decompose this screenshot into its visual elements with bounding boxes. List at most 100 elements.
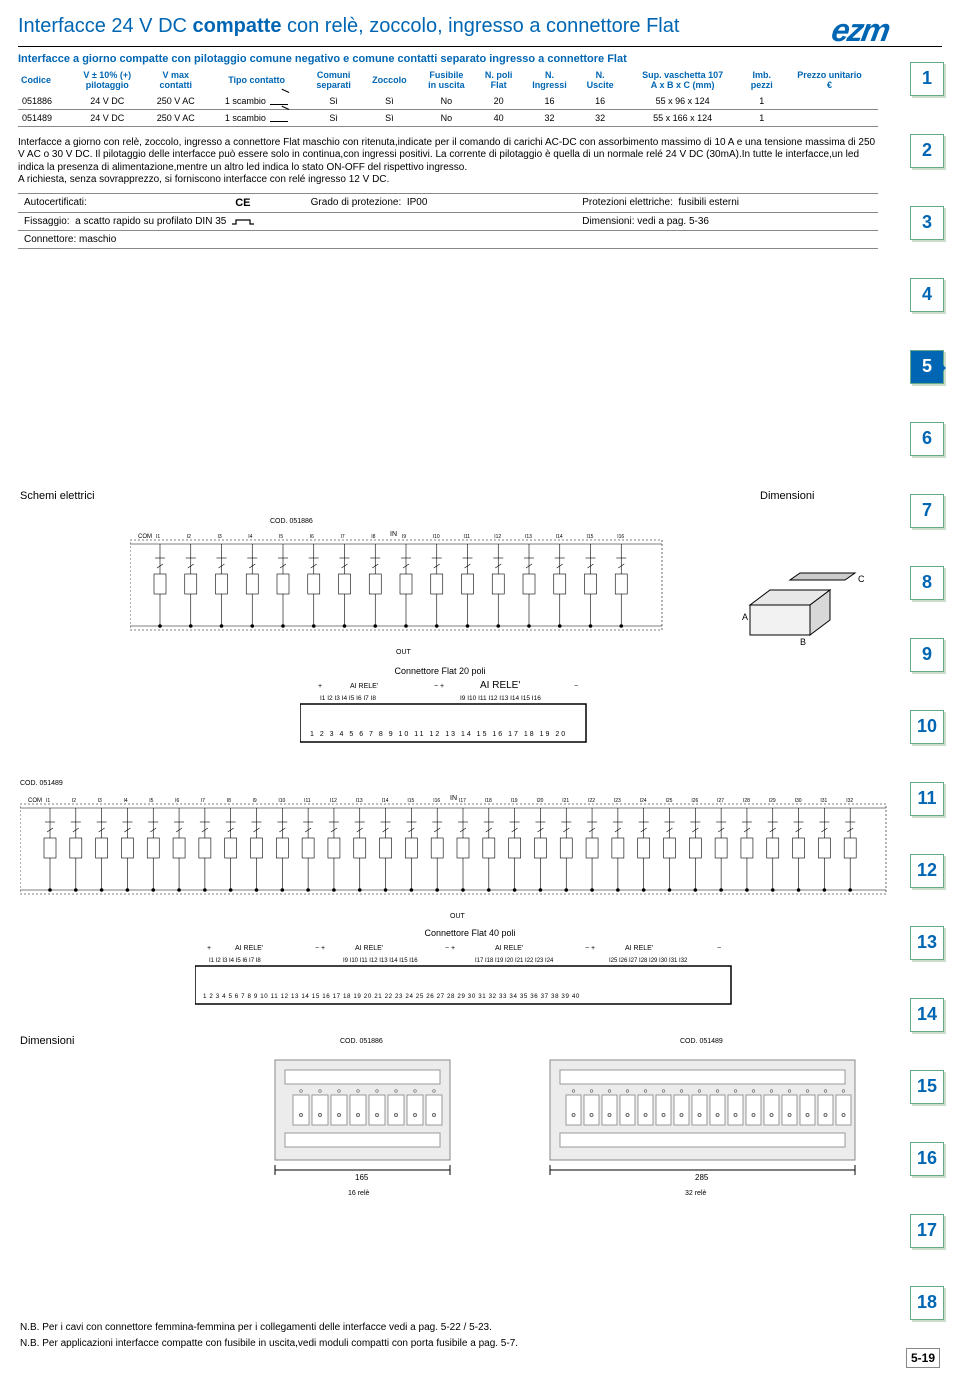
page-title: Interfacce 24 V DC compatte con relè, zo…: [18, 15, 942, 38]
side-tab-15[interactable]: 15: [910, 1070, 944, 1104]
th-vmax: V maxcontatti: [144, 69, 207, 93]
svg-text:AI RELE': AI RELE': [625, 945, 653, 952]
cod489-label: COD. 051489: [20, 780, 63, 787]
side-tab-1[interactable]: 1: [910, 62, 944, 96]
dim-drawing-489: 285: [540, 1055, 870, 1185]
side-tab-11[interactable]: 11: [910, 782, 944, 816]
svg-text:I4: I4: [123, 798, 127, 804]
svg-text:I11: I11: [464, 534, 471, 540]
svg-text:COM: COM: [138, 534, 152, 540]
side-tab-5[interactable]: 5: [910, 350, 944, 384]
side-tab-10[interactable]: 10: [910, 710, 944, 744]
svg-text:I12: I12: [494, 534, 501, 540]
scambio-icon: [270, 97, 288, 105]
svg-text:I1: I1: [156, 534, 160, 540]
svg-text:AI RELE': AI RELE': [235, 945, 263, 952]
side-tab-3[interactable]: 3: [910, 206, 944, 240]
side-tab-2[interactable]: 2: [910, 134, 944, 168]
svg-text:I30: I30: [795, 798, 802, 804]
svg-text:I3: I3: [218, 534, 222, 540]
svg-text:I11: I11: [304, 798, 311, 804]
svg-text:I9 I10 I11 I12 I13 I14 I15 I16: I9 I10 I11 I12 I13 I14 I15 I16: [460, 695, 541, 702]
circuit-051886: I1 I2 I3 I4: [130, 528, 670, 658]
svg-text:I17: I17: [459, 798, 466, 804]
svg-text:I6: I6: [175, 798, 179, 804]
title-bold: compatte: [193, 15, 282, 37]
svg-text:− +: − +: [585, 945, 595, 952]
svg-text:I19: I19: [511, 798, 518, 804]
svg-text:I3: I3: [98, 798, 102, 804]
svg-text:AI RELE': AI RELE': [495, 945, 523, 952]
side-tab-9[interactable]: 9: [910, 638, 944, 672]
side-tab-16[interactable]: 16: [910, 1142, 944, 1176]
svg-text:IN: IN: [390, 531, 397, 538]
conn40-block: +AI RELE'− +AI RELE'− +AI RELE'− +AI REL…: [195, 940, 735, 1010]
footer-note-1: N.B. Per i cavi con connettore femmina-f…: [20, 1322, 492, 1333]
svg-text:I32: I32: [846, 798, 853, 804]
svg-text:I1 I2 I3 I4 I5 I6 I7 I8: I1 I2 I3 I4 I5 I6 I7 I8: [320, 695, 376, 702]
iso-dimensions: A B C: [740, 560, 870, 653]
page-number: 5-19: [906, 1351, 940, 1365]
th-imb: Imb.pezzi: [742, 69, 781, 93]
svg-text:AI RELE': AI RELE': [355, 945, 383, 952]
side-tab-6[interactable]: 6: [910, 422, 944, 456]
svg-text:COM: COM: [28, 798, 42, 804]
svg-text:I28: I28: [743, 798, 750, 804]
svg-text:I8: I8: [227, 798, 231, 804]
th-nuscite: N.Uscite: [577, 69, 622, 93]
svg-text:I21: I21: [562, 798, 569, 804]
svg-text:I13: I13: [356, 798, 363, 804]
svg-text:I25 I26 I27 I28 I29 I30 I31 I3: I25 I26 I27 I28 I29 I30 I31 I32: [609, 958, 688, 964]
dim489-label: COD. 051489: [680, 1038, 723, 1045]
svg-text:I22: I22: [588, 798, 595, 804]
svg-text:− +: − +: [434, 683, 444, 690]
svg-text:I29: I29: [769, 798, 776, 804]
title-suffix: con relè, zoccolo, ingresso a connettore…: [281, 15, 679, 37]
svg-text:I14: I14: [382, 798, 389, 804]
th-prezzo: Prezzo unitario€: [781, 69, 878, 93]
grado: Grado di protezione: IP00: [305, 193, 577, 212]
svg-text:I2: I2: [72, 798, 76, 804]
svg-text:− +: − +: [315, 945, 325, 952]
svg-text:I5: I5: [279, 534, 283, 540]
fissaggio: Fissaggio: a scatto rapido su profilato …: [18, 212, 305, 230]
svg-text:I12: I12: [330, 798, 337, 804]
side-tab-12[interactable]: 12: [910, 854, 944, 888]
side-tab-7[interactable]: 7: [910, 494, 944, 528]
spec-row-1: 051489 24 V DC 250 V AC 1 scambio Sì Sì …: [18, 109, 878, 126]
svg-text:I9 I10 I11 I12 I13 I14 I15 I16: I9 I10 I11 I12 I13 I14 I15 I16: [343, 958, 418, 964]
svg-text:1 2 3 4 5 6 7 8 9 10 11 12 13: 1 2 3 4 5 6 7 8 9 10 11 12 13 14 15 16 1…: [310, 731, 567, 738]
th-vpilot: V ± 10% (+)pilotaggio: [70, 69, 144, 93]
svg-text:I6: I6: [310, 534, 314, 540]
th-zoccolo: Zoccolo: [362, 69, 418, 93]
side-tab-13[interactable]: 13: [910, 926, 944, 960]
circuit-051489: I1 I2 I3 I4: [20, 792, 890, 922]
svg-text:I9: I9: [253, 798, 257, 804]
svg-text:C: C: [858, 574, 865, 584]
dim-16rele: 16 relè: [348, 1190, 369, 1197]
svg-text:I15: I15: [587, 534, 594, 540]
conn40-title: Connettore Flat 40 poli: [370, 928, 570, 938]
svg-text:OUT: OUT: [396, 649, 412, 656]
cod886-label: COD. 051886: [270, 518, 313, 525]
svg-text:− +: − +: [445, 945, 455, 952]
conn20-block: +AI RELE'− +AI RELE'− I1 I2 I3 I4 I5 I6 …: [300, 678, 590, 748]
svg-text:I14: I14: [556, 534, 563, 540]
side-tab-17[interactable]: 17: [910, 1214, 944, 1248]
subtitle: Interfacce a giorno compatte con pilotag…: [18, 53, 942, 65]
dim-ref: Dimensioni: vedi a pag. 5-36: [576, 212, 878, 230]
side-tab-4[interactable]: 4: [910, 278, 944, 312]
spec-row-0: 051886 24 V DC 250 V AC 1 scambio Sì Sì …: [18, 93, 878, 110]
svg-text:I5: I5: [149, 798, 153, 804]
svg-text:AI RELE': AI RELE': [480, 680, 520, 691]
schemi-label: Schemi elettrici: [20, 490, 95, 502]
svg-text:I9: I9: [402, 534, 406, 540]
svg-text:I4: I4: [248, 534, 252, 540]
side-tab-14[interactable]: 14: [910, 998, 944, 1032]
svg-text:I31: I31: [820, 798, 827, 804]
side-tab-8[interactable]: 8: [910, 566, 944, 600]
svg-text:I10: I10: [278, 798, 285, 804]
side-tab-18[interactable]: 18: [910, 1286, 944, 1320]
svg-text:I7: I7: [201, 798, 205, 804]
svg-text:I15: I15: [407, 798, 414, 804]
